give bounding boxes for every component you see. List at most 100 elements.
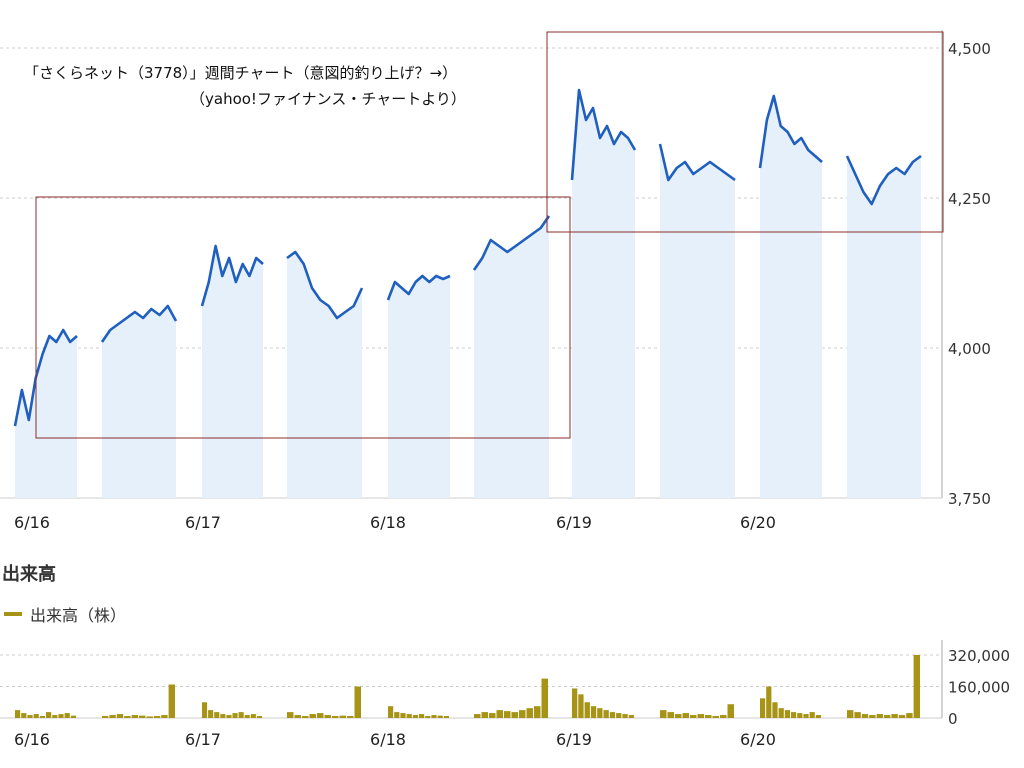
volume-bar-6-17-pm bbox=[287, 712, 294, 718]
volume-bar-6-17-am bbox=[244, 715, 250, 718]
price-tick-label: 4,500 bbox=[948, 40, 991, 58]
price-line-6-20-am bbox=[758, 94, 823, 169]
volume-date-label: 6/20 bbox=[740, 730, 776, 749]
volume-bar-6-18-pm bbox=[489, 713, 496, 718]
price-date-ticks: 6/16 6/17 6/18 6/19 6/20 bbox=[14, 513, 776, 532]
volume-bar-6-19-am bbox=[628, 715, 634, 718]
volume-bar-6-20-pm bbox=[891, 714, 898, 718]
volume-bars bbox=[15, 655, 920, 718]
price-area-6-20-am bbox=[760, 96, 822, 498]
volume-bar-6-17-pm bbox=[324, 715, 331, 718]
volume-bar-6-16-pm bbox=[161, 715, 168, 718]
volume-bar-6-19-pm bbox=[705, 715, 712, 718]
volume-bar-6-16-pm bbox=[124, 716, 131, 718]
volume-legend: 出来高（株） bbox=[4, 602, 126, 626]
volume-bar-6-16-am bbox=[39, 716, 45, 718]
volume-bar-6-20-am bbox=[809, 712, 815, 718]
volume-bar-6-17-am bbox=[250, 714, 256, 718]
volume-bar-6-17-pm bbox=[347, 716, 354, 718]
price-line-6-18-pm bbox=[472, 215, 551, 271]
volume-bar-6-18-pm bbox=[511, 712, 518, 718]
volume-bar-6-20-pm bbox=[876, 714, 883, 718]
price-tick-label: 4,000 bbox=[948, 340, 991, 358]
volume-bar-6-16-am bbox=[46, 712, 52, 718]
price-area-6-18-pm bbox=[474, 216, 549, 498]
volume-bar-6-18-am bbox=[431, 715, 437, 718]
price-area-fills bbox=[15, 90, 921, 498]
volume-bar-6-16-pm bbox=[102, 716, 109, 718]
volume-bar-6-16-am bbox=[27, 715, 33, 718]
price-area-6-17-pm bbox=[287, 252, 362, 498]
volume-bar-6-16-am bbox=[15, 710, 21, 718]
annotation-line-2: （yahoo!ファイナンス・チャートより） bbox=[190, 90, 466, 108]
price-date-label: 6/16 bbox=[14, 513, 50, 532]
volume-bar-6-20-am bbox=[778, 708, 784, 718]
volume-bar-6-18-am bbox=[412, 715, 418, 718]
volume-bar-6-17-pm bbox=[294, 715, 301, 718]
volume-bar-6-18-am bbox=[400, 713, 406, 718]
volume-bar-6-19-pm bbox=[682, 713, 689, 718]
volume-bar-6-16-am bbox=[64, 713, 70, 718]
volume-bar-6-17-pm bbox=[302, 716, 309, 718]
volume-tick-label: 160,000 bbox=[948, 679, 1010, 697]
highlight-box-early-week bbox=[35, 196, 571, 439]
volume-date-label: 6/17 bbox=[185, 730, 221, 749]
volume-bar-6-18-pm bbox=[519, 710, 526, 718]
volume-bar-6-19-am bbox=[584, 702, 590, 718]
volume-section-title: 出来高 bbox=[2, 564, 56, 585]
volume-bar-6-20-pm bbox=[913, 655, 920, 718]
volume-bar-6-19-am bbox=[609, 712, 616, 718]
price-line-6-16-pm bbox=[100, 304, 178, 343]
volume-bar-6-19-am bbox=[590, 706, 597, 718]
volume-legend-swatch bbox=[4, 612, 22, 616]
volume-bar-6-16-pm bbox=[109, 715, 116, 718]
volume-bar-6-18-pm bbox=[481, 712, 488, 718]
volume-bar-6-20-am bbox=[797, 713, 803, 718]
volume-bar-6-19-am bbox=[572, 688, 578, 718]
volume-bar-6-17-am bbox=[226, 715, 232, 718]
price-area-6-19-am bbox=[572, 90, 635, 498]
price-line-6-17-pm bbox=[286, 250, 364, 320]
volume-bar-6-19-pm bbox=[675, 714, 682, 718]
volume-date-ticks: 6/16 6/17 6/18 6/19 6/20 bbox=[14, 730, 776, 749]
volume-legend-label: 出来高（株） bbox=[30, 606, 127, 625]
volume-bar-6-20-am bbox=[791, 712, 797, 718]
volume-bar-6-20-am bbox=[784, 710, 790, 718]
volume-bar-6-20-am bbox=[803, 714, 809, 718]
price-area-6-16-pm bbox=[102, 306, 176, 498]
volume-bar-6-17-pm bbox=[354, 686, 361, 718]
annotation-line-1: 「さくらネット（3778）」週間チャート（意図的釣り上げ？→） bbox=[24, 64, 458, 82]
volume-bar-6-18-am bbox=[388, 706, 394, 718]
volume-bar-6-17-am bbox=[232, 713, 238, 718]
price-tick-label: 4,250 bbox=[948, 190, 991, 208]
volume-bar-6-19-pm bbox=[712, 716, 719, 718]
volume-bar-6-20-am bbox=[772, 702, 778, 718]
volume-bar-6-16-am bbox=[21, 713, 27, 718]
volume-bar-6-19-pm bbox=[690, 715, 697, 718]
volume-bar-6-17-pm bbox=[332, 716, 339, 718]
volume-bar-6-19-am bbox=[578, 694, 584, 718]
volume-bar-6-20-am bbox=[760, 698, 766, 718]
price-area-6-19-pm bbox=[660, 144, 735, 498]
volume-bar-6-16-pm bbox=[131, 715, 138, 718]
price-tick-label: 3,750 bbox=[948, 490, 991, 508]
price-lines bbox=[13, 88, 922, 427]
volume-bar-6-16-am bbox=[52, 715, 58, 718]
highlight-box-late-week bbox=[546, 31, 944, 233]
price-date-label: 6/17 bbox=[185, 513, 221, 532]
price-line-6-19-pm bbox=[658, 143, 736, 182]
volume-bar-6-17-am bbox=[214, 712, 220, 718]
price-line-6-16-am bbox=[13, 328, 78, 427]
volume-bar-6-19-am bbox=[622, 714, 628, 718]
volume-bar-6-17-am bbox=[256, 716, 262, 718]
volume-bar-6-20-pm bbox=[847, 710, 854, 718]
volume-bar-6-19-pm bbox=[697, 714, 704, 718]
price-area-6-18-am bbox=[388, 276, 450, 498]
volume-bar-6-18-pm bbox=[474, 714, 481, 718]
volume-date-label: 6/18 bbox=[370, 730, 406, 749]
price-line-6-18-am bbox=[386, 274, 451, 301]
volume-bar-6-18-pm bbox=[504, 711, 511, 718]
volume-bar-6-20-pm bbox=[898, 715, 906, 718]
volume-bar-6-16-am bbox=[33, 714, 39, 718]
volume-bar-6-16-pm bbox=[146, 716, 153, 718]
